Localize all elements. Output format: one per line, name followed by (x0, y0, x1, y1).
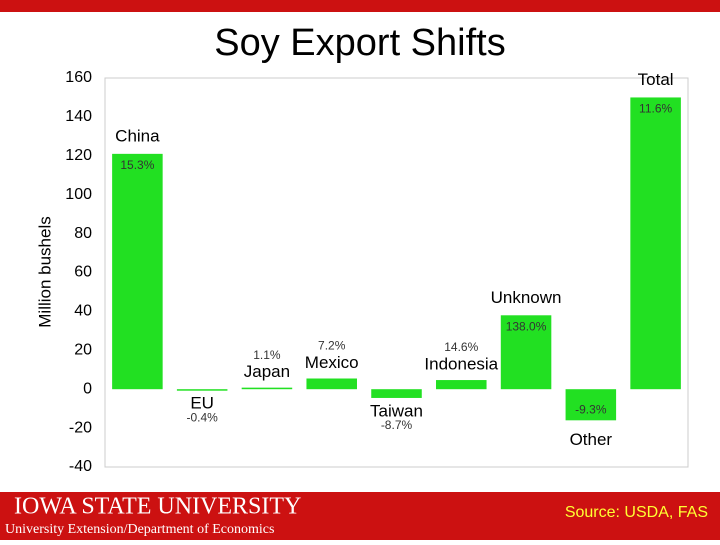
chart-title: Soy Export Shifts (214, 22, 505, 64)
bar (112, 153, 163, 390)
department: University Extension/Department of Econo… (5, 522, 274, 537)
percent-label: 7.2% (318, 339, 346, 353)
y-tick-label: -40 (69, 458, 92, 475)
percent-label: -8.7% (381, 418, 413, 432)
y-tick-label: 60 (74, 264, 92, 281)
category-label: EU (190, 394, 214, 413)
category-label: China (115, 126, 160, 145)
category-label: Total (638, 70, 674, 89)
bar (306, 378, 357, 390)
y-tick-label: 140 (65, 108, 92, 125)
category-label: Other (570, 430, 613, 449)
bar (176, 389, 228, 391)
percent-label: 15.3% (120, 158, 154, 172)
percent-label: -0.4% (186, 410, 218, 424)
bar (436, 380, 487, 390)
y-tick-label: 0 (83, 380, 92, 397)
y-tick-label: 100 (65, 186, 92, 203)
bar (500, 315, 552, 390)
percent-label: 138.0% (506, 319, 547, 333)
bar (371, 389, 422, 398)
bar (565, 389, 617, 421)
y-tick-label: 20 (74, 342, 92, 359)
y-axis-label: Million bushels (35, 216, 54, 328)
y-tick-label: 160 (65, 69, 92, 86)
top-band (0, 0, 720, 12)
percent-label: -9.3% (575, 402, 607, 416)
y-tick-label: -20 (69, 419, 92, 436)
category-label: Mexico (305, 353, 359, 372)
category-label: Indonesia (424, 355, 498, 374)
plot-frame (104, 77, 689, 468)
y-tick-label: 120 (65, 147, 92, 164)
university-name: IOWA STATE UNIVERSITY (14, 494, 301, 520)
category-label: Unknown (491, 288, 562, 307)
y-tick-label: 40 (74, 303, 92, 320)
source: Source: USDA, FAS (565, 504, 708, 521)
footer-band (0, 492, 720, 540)
percent-label: 14.6% (444, 340, 478, 354)
bar (630, 97, 681, 390)
category-label: Taiwan (370, 401, 423, 420)
percent-label: 11.6% (639, 102, 672, 116)
bar (241, 387, 293, 390)
y-tick-label: 80 (74, 225, 92, 242)
category-label: Japan (244, 362, 290, 381)
percent-label: 1.1% (253, 348, 281, 362)
